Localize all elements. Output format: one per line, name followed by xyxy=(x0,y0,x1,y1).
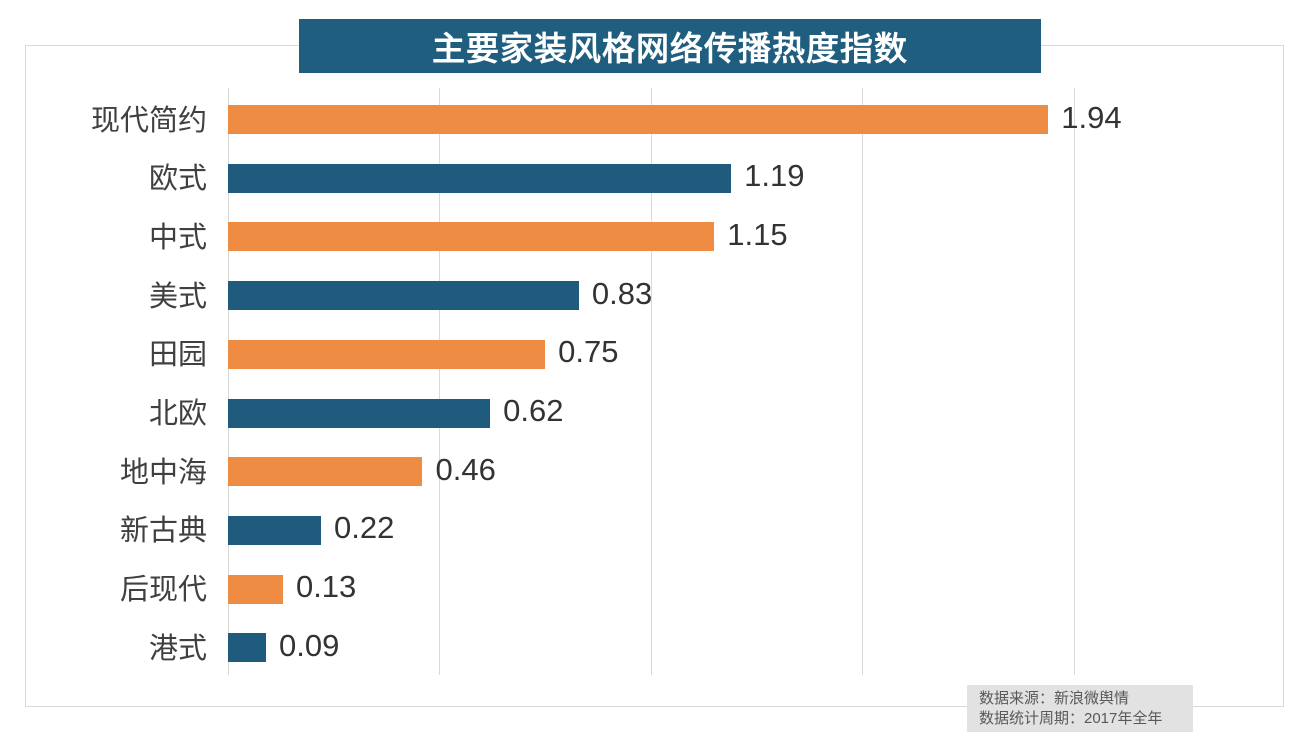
chart-row: 新古典 0.22 xyxy=(25,499,1285,558)
source-line-2: 数据统计周期：2017年全年 xyxy=(979,710,1163,727)
value-label: 1.19 xyxy=(744,158,805,194)
plot-area: 现代简约 1.94 欧式 1.19 中式 1.15 美式 0.83 田园 0.7… xyxy=(25,88,1285,675)
value-label: 0.75 xyxy=(558,334,619,370)
gridline xyxy=(439,88,441,675)
bar xyxy=(228,339,546,369)
category-label: 新古典 xyxy=(119,515,207,548)
value-label: 0.13 xyxy=(295,569,357,605)
chart-row: 田园 0.75 xyxy=(25,323,1285,382)
category-label: 美式 xyxy=(148,280,207,313)
category-label: 北欧 xyxy=(148,398,207,430)
gridline xyxy=(228,88,229,675)
value-label: 0.09 xyxy=(279,627,340,663)
bar xyxy=(228,163,732,193)
chart-title: 主要家装风格网络传播热度指数 xyxy=(432,30,908,67)
gridline xyxy=(650,88,652,675)
category-label: 中式 xyxy=(148,221,207,254)
gridline xyxy=(1073,88,1075,675)
value-label: 0.46 xyxy=(435,451,496,487)
chart-row: 港式 0.09 xyxy=(25,616,1285,675)
bar xyxy=(228,515,322,545)
bar xyxy=(228,633,267,663)
category-label: 港式 xyxy=(148,632,207,665)
bar xyxy=(228,574,283,604)
value-label: 1.15 xyxy=(727,216,788,252)
gridline xyxy=(862,88,864,675)
chart-row: 北欧 0.62 xyxy=(25,382,1285,441)
chart-row: 地中海 0.46 xyxy=(25,440,1285,499)
chart-title-banner: 主要家装风格网络传播热度指数 xyxy=(299,19,1041,73)
value-label: 0.22 xyxy=(334,510,395,546)
bar xyxy=(228,398,491,428)
chart-row: 后现代 0.13 xyxy=(25,558,1285,617)
bar xyxy=(228,457,423,487)
category-label: 欧式 xyxy=(148,163,207,196)
bar xyxy=(228,281,579,311)
category-label: 现代简约 xyxy=(90,104,207,137)
value-label: 0.83 xyxy=(591,275,653,311)
chart-row: 欧式 1.19 xyxy=(25,147,1285,206)
chart-row: 现代简约 1.94 xyxy=(25,88,1285,147)
bar xyxy=(228,105,1049,134)
category-label: 田园 xyxy=(148,339,207,372)
source-note-box: 数据来源：新浪微舆情 数据统计周期：2017年全年 xyxy=(967,685,1193,732)
chart-row: 美式 0.83 xyxy=(25,264,1285,323)
category-label: 地中海 xyxy=(119,456,207,489)
bar xyxy=(228,222,715,252)
source-line-1: 数据来源：新浪微舆情 xyxy=(979,690,1130,707)
value-label: 0.62 xyxy=(503,393,564,428)
chart-row: 中式 1.15 xyxy=(25,205,1285,264)
category-label: 后现代 xyxy=(119,574,207,607)
value-label: 1.94 xyxy=(1061,99,1122,135)
